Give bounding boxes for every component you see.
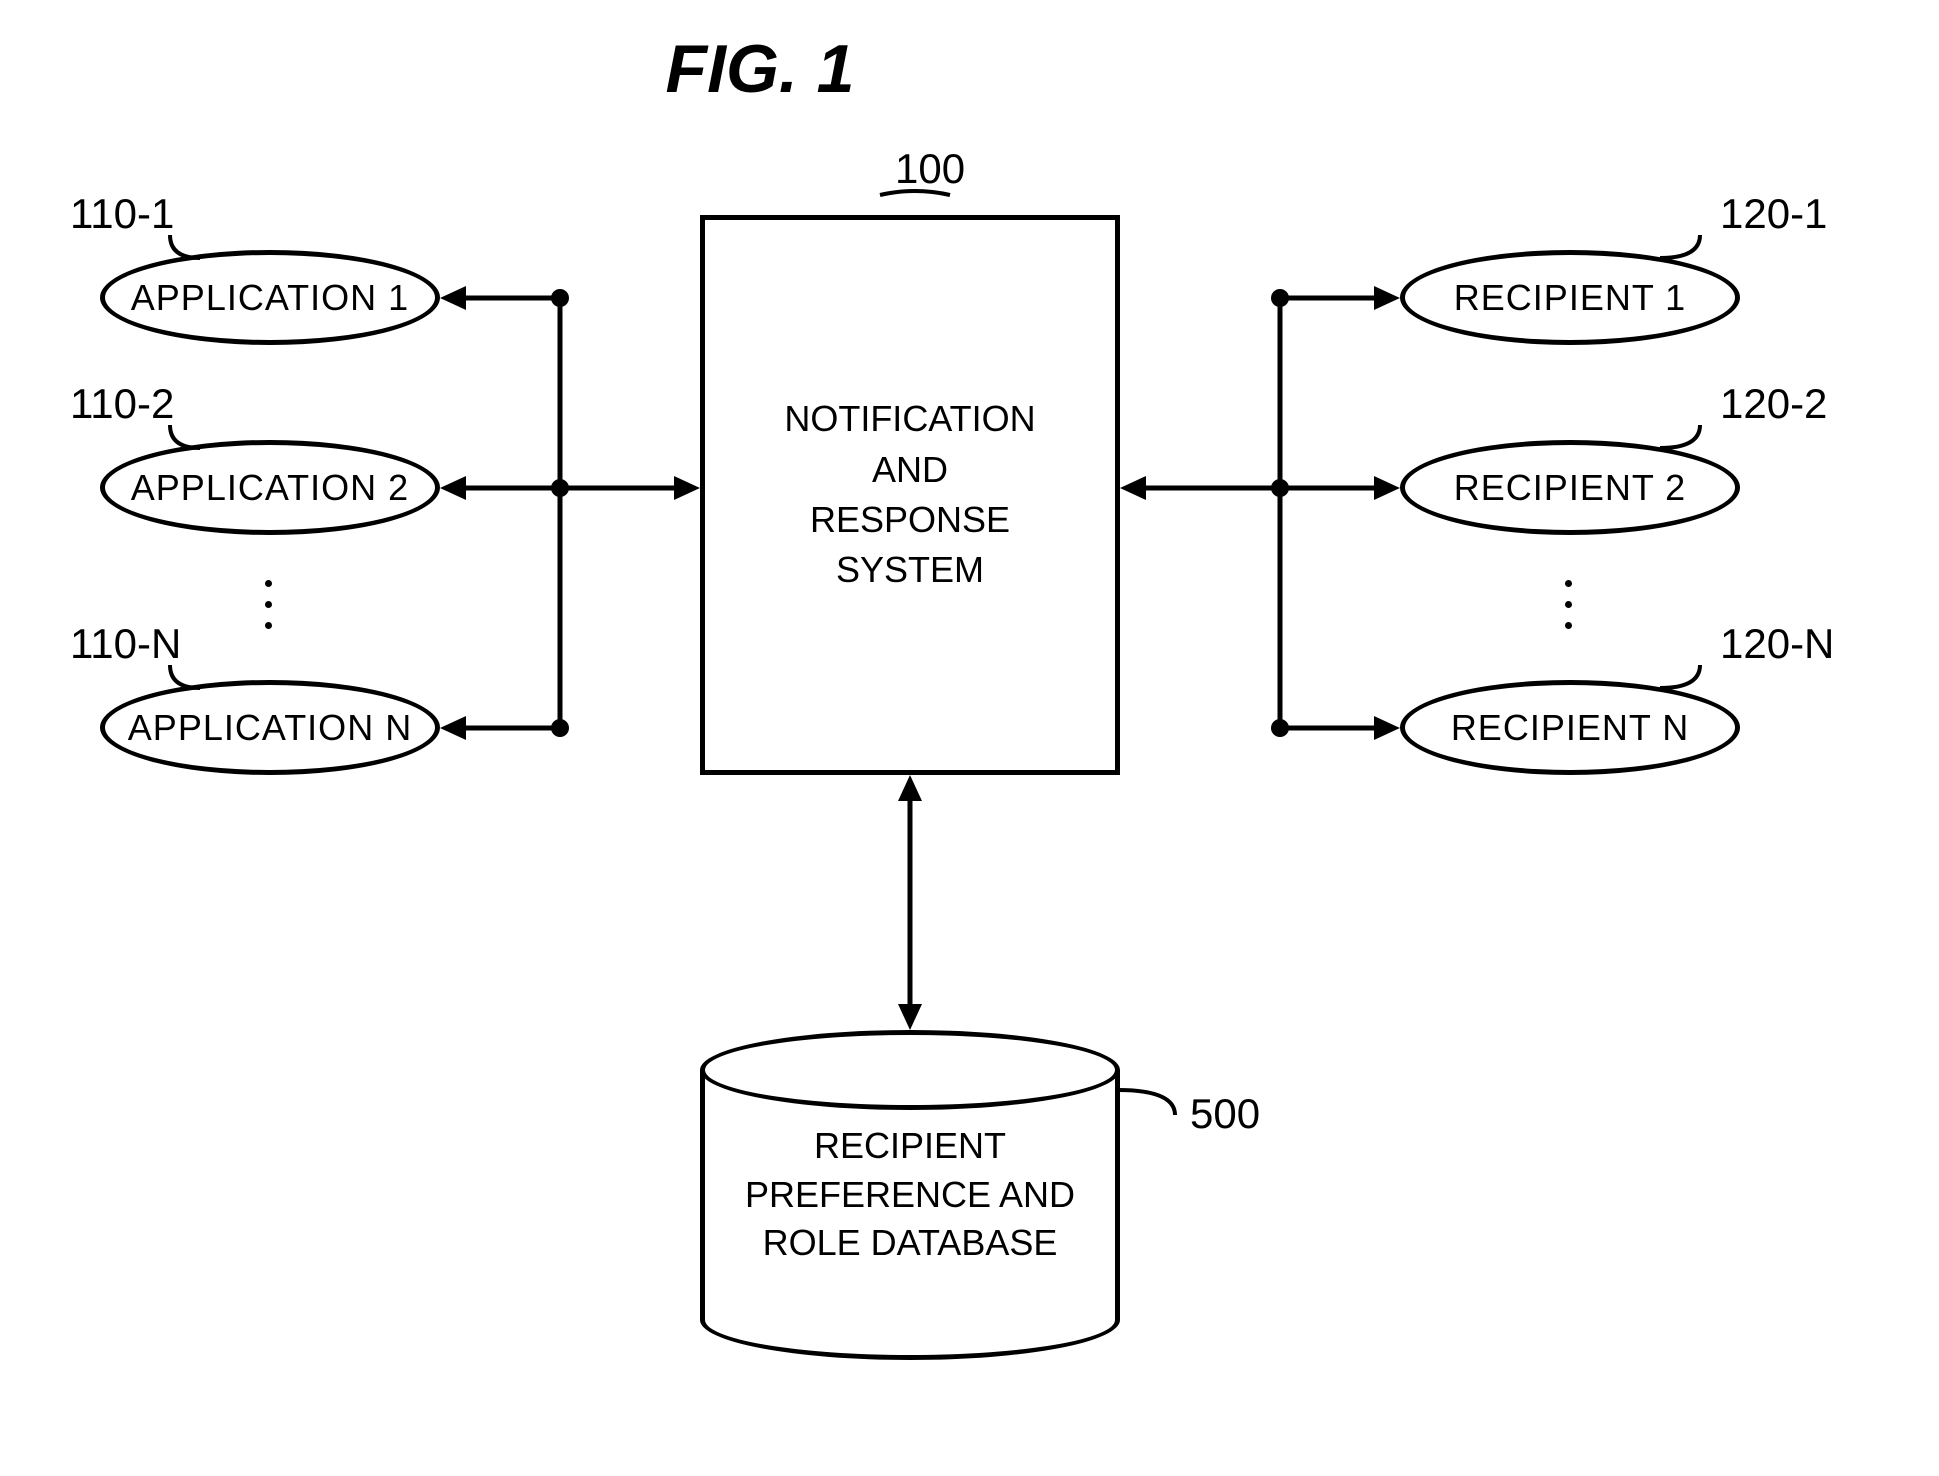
app2-node: APPLICATION 2 [100,440,440,535]
right-ellipsis-dots [1565,580,1572,629]
central-box-text: NOTIFICATIONANDRESPONSESYSTEM [784,394,1035,596]
ref-120-1: 120-1 [1720,190,1827,238]
ref-120-2: 120-2 [1720,380,1827,428]
app1-node: APPLICATION 1 [100,250,440,345]
rec2-node: RECIPIENT 2 [1400,440,1740,535]
recN-node: RECIPIENT N [1400,680,1740,775]
rec1-node: RECIPIENT 1 [1400,250,1740,345]
ref-100: 100 [895,145,965,193]
diagram-canvas: FIG. 1 100 NOTIFICATIONANDRESPONSESYSTEM… [0,0,1939,1476]
figure-title: FIG. 1 [560,30,960,108]
notification-response-system-box: NOTIFICATIONANDRESPONSESYSTEM [700,215,1120,775]
ref-110-1: 110-1 [70,190,174,238]
ref-110-2: 110-2 [70,380,174,428]
recipient-preference-role-database: RECIPIENTPREFERENCE ANDROLE DATABASE [700,1030,1120,1360]
ref-110-N: 110-N [70,620,181,668]
database-text: RECIPIENTPREFERENCE ANDROLE DATABASE [745,1122,1075,1268]
left-ellipsis-dots [265,580,272,629]
ref-500: 500 [1190,1090,1260,1138]
appN-node: APPLICATION N [100,680,440,775]
ref-120-N: 120-N [1720,620,1834,668]
